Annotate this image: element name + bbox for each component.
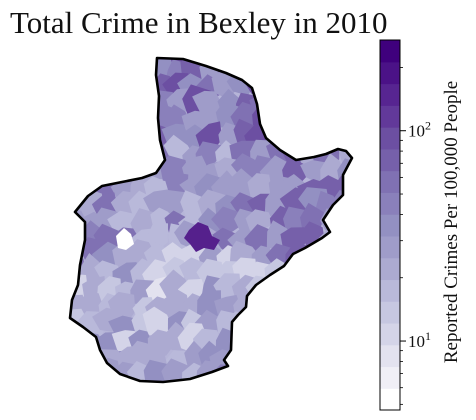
colorbar-segment: [380, 366, 400, 389]
ward-area: [197, 290, 222, 320]
colorbar-segment: [380, 192, 400, 215]
colorbar-segment: [380, 148, 400, 172]
ward-area: [227, 168, 254, 203]
colorbar-segment: [380, 127, 400, 150]
colorbar-tick-label: 101: [408, 329, 431, 351]
colorbar-label: Reported Crimes Per 100,000 People: [441, 80, 462, 364]
colorbar-segment: [380, 322, 400, 346]
colorbar-segment: [380, 257, 400, 281]
colorbar-segment: [380, 279, 400, 302]
colorbar-segment: [380, 170, 400, 193]
colorbar-segment: [380, 40, 400, 63]
ward-area: [184, 340, 208, 373]
low-crime-ward: [116, 228, 134, 250]
ward-area: [161, 358, 190, 382]
ward-area: [211, 206, 244, 234]
ward-area: [147, 222, 168, 249]
ward-area: [142, 306, 172, 338]
ward-area: [245, 209, 274, 233]
colorbar-segment: [380, 344, 400, 368]
colorbar-segment: [380, 83, 400, 106]
colorbar-segment: [380, 61, 400, 85]
ward-area: [192, 90, 223, 115]
high-crime-ward: [184, 222, 220, 252]
ward-area: [244, 224, 274, 254]
map-title: Total Crime in Bexley in 2010: [10, 5, 388, 40]
borough-outline: [68, 56, 354, 384]
colorbar-segment: [380, 105, 400, 128]
colorbar-segment: [380, 388, 400, 411]
colorbar-segment: [380, 235, 400, 259]
ward-area: [247, 173, 273, 200]
colorbar-tick-label: 102: [408, 119, 431, 141]
ward-area: [180, 190, 211, 218]
ward-area: [163, 190, 189, 215]
ward-area: [76, 291, 104, 316]
colorbar-segment: [380, 301, 400, 324]
colorbar-frame: [379, 39, 401, 411]
colorbar-segment: [380, 214, 400, 237]
